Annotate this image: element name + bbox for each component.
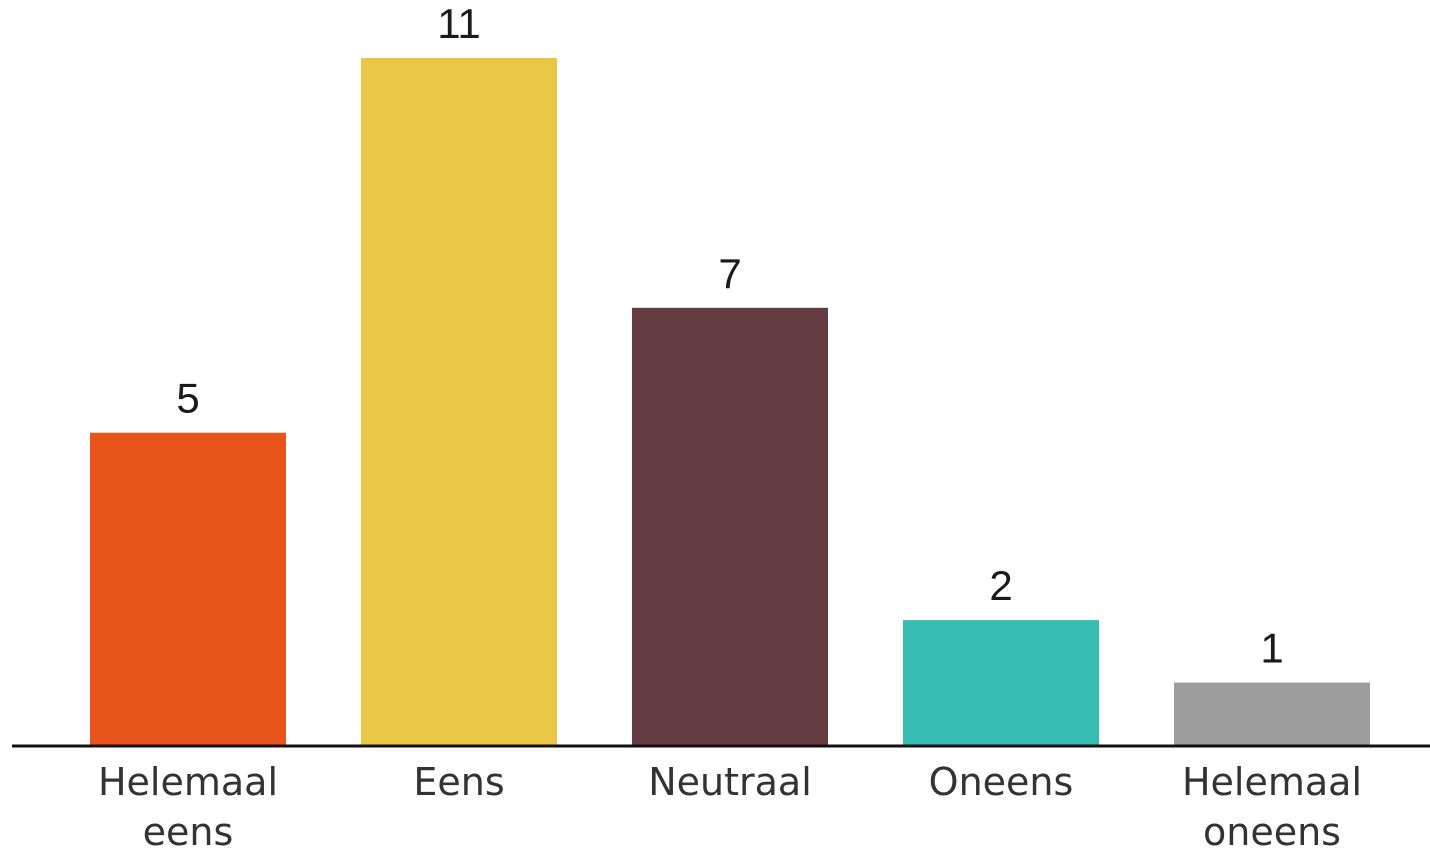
category-labels-group: Helemaal eens Eens Neutraal Oneens Helemaal on… <box>98 760 1362 853</box>
value-label-3: 2 <box>989 562 1012 609</box>
bar-0 <box>90 432 286 745</box>
category-label-line: Eens <box>413 760 504 804</box>
value-labels-group: 5 11 7 2 1 <box>176 0 1283 672</box>
bar-4 <box>1174 682 1370 745</box>
category-label-3: Oneens <box>929 760 1074 804</box>
bar-2 <box>632 307 828 745</box>
value-label-2: 7 <box>718 250 741 297</box>
value-label-1: 11 <box>437 0 481 47</box>
bars-group <box>90 58 1370 745</box>
category-label-line: eens <box>143 810 234 853</box>
category-label-2: Neutraal <box>648 760 812 804</box>
category-label-line: Neutraal <box>648 760 812 804</box>
value-label-0: 5 <box>176 375 199 422</box>
bar-3 <box>903 620 1099 745</box>
category-label-line: Helemaal <box>1182 760 1362 804</box>
category-label-4: Helemaal oneens <box>1182 760 1362 853</box>
value-label-4: 1 <box>1260 625 1283 672</box>
category-label-line: oneens <box>1203 810 1341 853</box>
category-label-0: Helemaal eens <box>98 760 278 853</box>
category-label-line: Helemaal <box>98 760 278 804</box>
category-label-1: Eens <box>413 760 504 804</box>
bar-1 <box>361 58 557 745</box>
category-label-line: Oneens <box>929 760 1074 804</box>
